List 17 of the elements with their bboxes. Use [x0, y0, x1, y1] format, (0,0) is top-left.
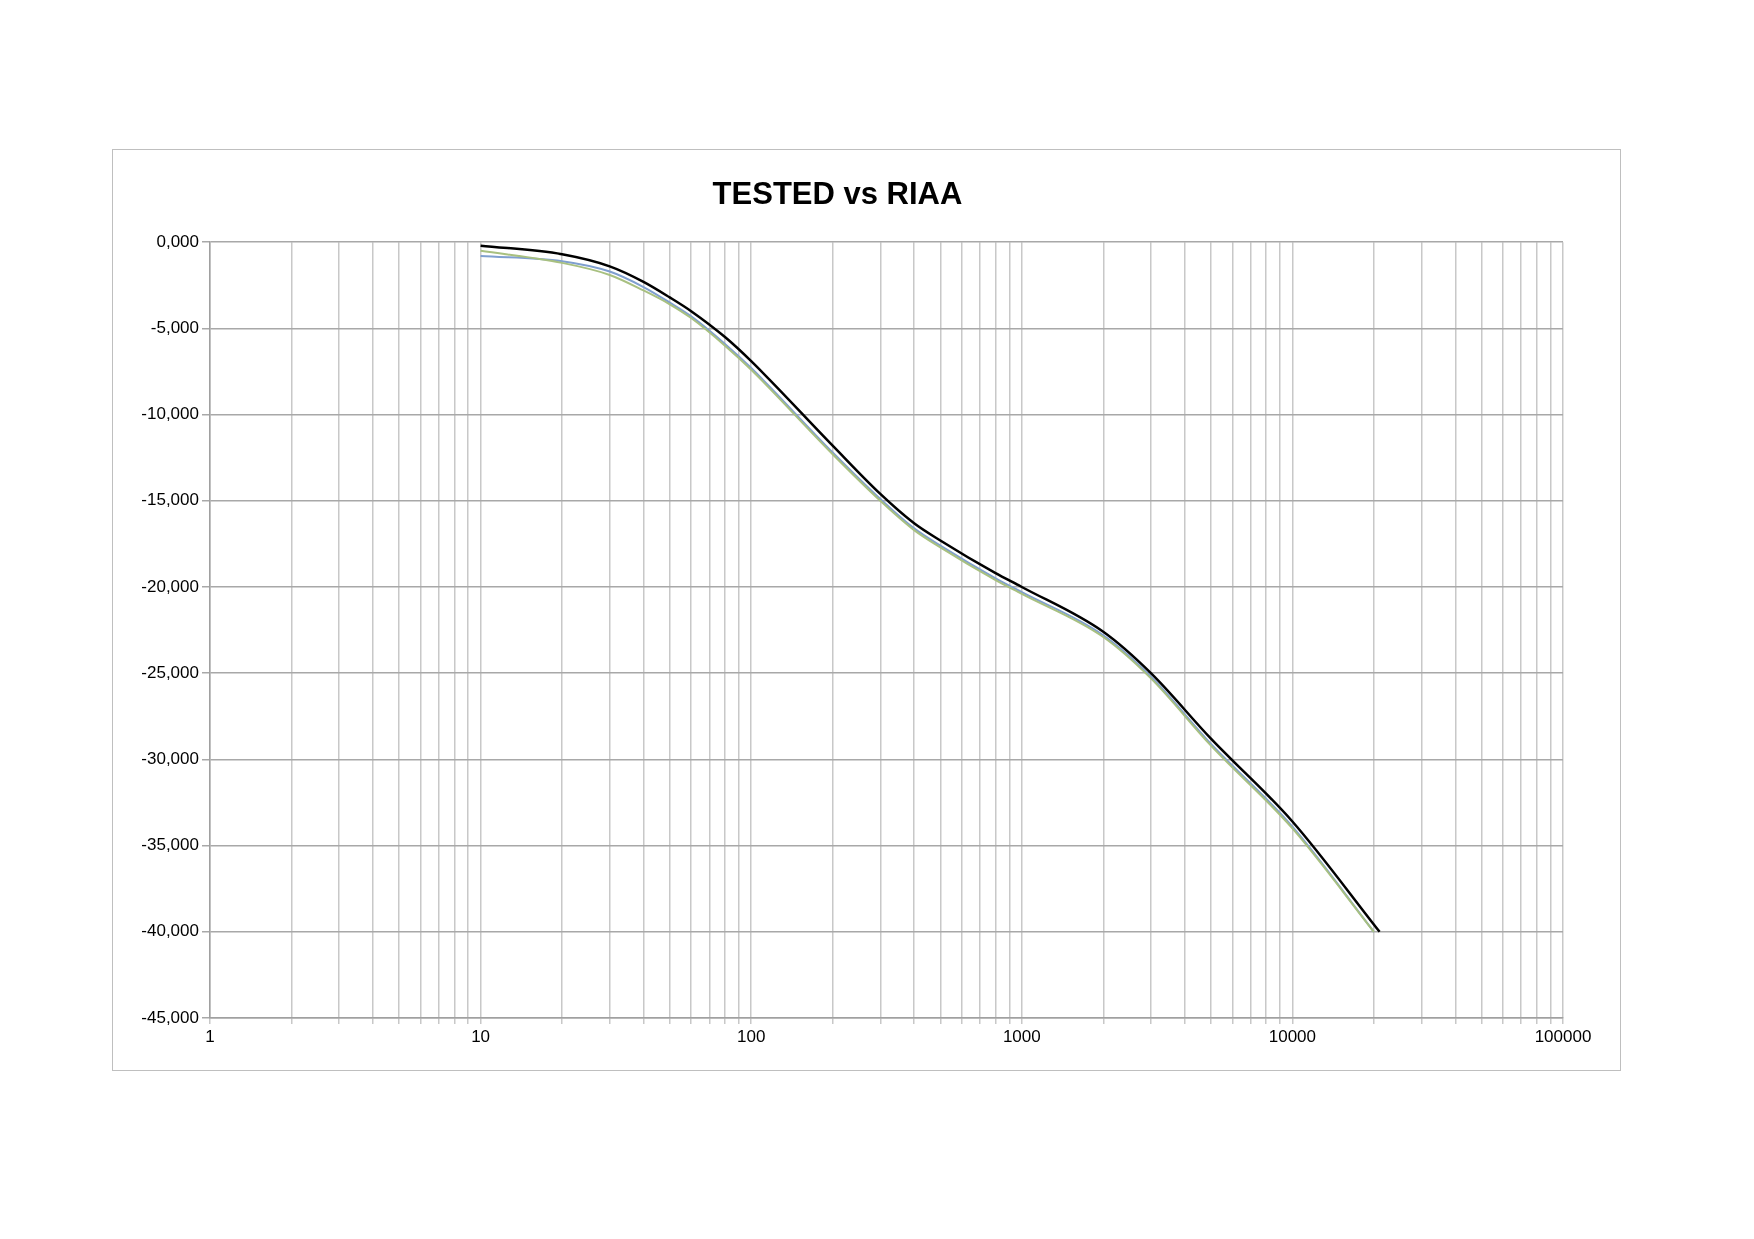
y-tick-label: 0,000 — [156, 231, 199, 251]
y-tick-label: -5,000 — [150, 318, 199, 338]
y-tick-label: -40,000 — [141, 921, 199, 941]
chart-title: TESTED vs RIAA — [712, 176, 963, 212]
y-tick-label: -20,000 — [141, 576, 199, 596]
y-tick-label: -35,000 — [141, 835, 199, 855]
y-tick-label: -45,000 — [141, 1007, 199, 1027]
y-tick-label: -30,000 — [141, 749, 199, 769]
y-tick-label: -15,000 — [141, 490, 199, 510]
y-tick-label: -10,000 — [141, 404, 199, 424]
x-tick-label: 100 — [737, 1026, 766, 1046]
x-tick-label: 1 — [205, 1026, 215, 1046]
x-tick-label: 100000 — [1534, 1026, 1592, 1046]
x-tick-label: 10 — [471, 1026, 491, 1046]
y-tick-label: -25,000 — [141, 662, 199, 682]
x-tick-label: 10000 — [1268, 1026, 1317, 1046]
x-tick-label: 1000 — [1002, 1026, 1041, 1046]
